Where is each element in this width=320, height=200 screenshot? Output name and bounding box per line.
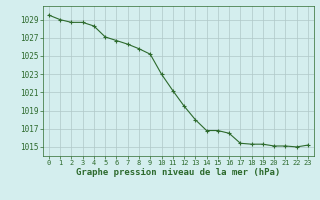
X-axis label: Graphe pression niveau de la mer (hPa): Graphe pression niveau de la mer (hPa) [76, 168, 281, 177]
